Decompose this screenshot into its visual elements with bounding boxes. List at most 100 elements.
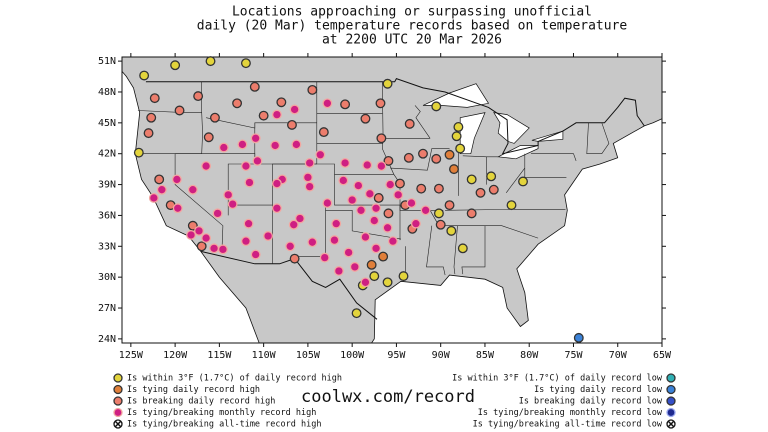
state-border: [462, 155, 499, 158]
station-marker: [186, 230, 196, 240]
station-marker: [444, 149, 455, 160]
station-marker: [148, 192, 159, 203]
station-marker: [360, 232, 371, 242]
station-marker: [240, 236, 251, 247]
station-marker: [203, 132, 214, 143]
station-marker: [146, 112, 157, 123]
station-marker: [506, 200, 517, 211]
station-marker: [196, 241, 207, 252]
x-tick-label: 90W: [432, 350, 451, 361]
station-marker: [343, 247, 354, 258]
station-marker: [223, 189, 234, 200]
station-marker: [271, 178, 282, 189]
station-marker: [488, 184, 499, 195]
state-border: [531, 153, 577, 162]
station-marker: [360, 277, 371, 288]
station-marker: [383, 155, 394, 166]
station-marker: [240, 58, 251, 69]
station-marker: [387, 236, 398, 247]
station-marker: [249, 81, 260, 92]
station-marker: [393, 189, 404, 200]
station-marker: [444, 200, 455, 211]
station-marker: [340, 158, 351, 168]
station-marker: [294, 213, 305, 224]
station-marker: [340, 99, 351, 110]
station-marker: [435, 219, 446, 230]
station-marker: [366, 259, 377, 270]
station-marker: [240, 161, 251, 172]
station-marker: [382, 222, 393, 233]
station-marker: [373, 192, 384, 203]
legend-label: Is breaking daily record high: [127, 397, 275, 407]
station-marker: [451, 131, 462, 142]
station-marker: [347, 195, 358, 205]
station-marker: [237, 139, 248, 150]
station-marker: [287, 119, 297, 130]
station-marker: [376, 161, 387, 172]
station-marker: [171, 174, 182, 185]
station-marker: [376, 133, 387, 144]
station-marker: [360, 113, 371, 124]
station-marker: [475, 187, 486, 198]
legend-label: Is tying/breaking monthly record low: [478, 408, 663, 418]
station-marker: [194, 225, 204, 236]
station-marker: [304, 181, 315, 192]
map-frame: [121, 56, 663, 344]
station-marker: [154, 174, 165, 185]
station-marker: [170, 60, 181, 71]
station-marker: [406, 198, 417, 209]
station-marker: [446, 225, 457, 236]
station-marker: [364, 188, 375, 199]
station-marker: [205, 56, 216, 67]
station-marker: [243, 218, 254, 229]
title-block: Locations approaching or surpassing unof…: [197, 5, 628, 48]
x-tick-label: 110W: [252, 350, 277, 361]
x-tick-label: 115W: [207, 350, 232, 361]
station-marker: [276, 97, 287, 108]
station-marker: [416, 183, 427, 194]
station-marker: [156, 184, 167, 195]
station-marker: [322, 198, 333, 209]
station-marker: [307, 84, 318, 95]
station-marker: [398, 271, 409, 282]
legend-label: Is tying/breaking all-time record low: [473, 420, 663, 430]
x-tick-label: 80W: [520, 350, 539, 361]
title-line: at 2200 UTC 20 Mar 2026: [322, 33, 502, 48]
station-marker: [349, 261, 360, 272]
legend-marker: [113, 407, 123, 418]
station-marker: [433, 208, 444, 219]
y-tick-label: 42N: [98, 149, 116, 160]
legend-label: Is breaking daily record low: [519, 397, 663, 407]
x-tick-label: 105W: [296, 350, 321, 361]
state-border: [414, 105, 431, 139]
state-border: [453, 225, 458, 275]
state-border: [390, 148, 450, 171]
station-marker: [139, 70, 150, 81]
station-marker: [573, 332, 584, 343]
x-tick-label: 125W: [119, 350, 144, 361]
station-marker: [331, 218, 342, 229]
station-marker: [319, 252, 330, 263]
station-marker: [382, 78, 393, 89]
station-marker: [271, 203, 282, 214]
station-marker: [250, 133, 261, 144]
station-marker: [518, 176, 528, 187]
y-tick-label: 51N: [98, 56, 116, 67]
station-marker: [351, 308, 362, 319]
station-marker: [403, 152, 414, 163]
station-marker: [466, 174, 477, 185]
station-marker: [453, 122, 464, 132]
station-marker: [270, 140, 281, 151]
station-marker: [329, 235, 340, 246]
y-tick-label: 30N: [98, 272, 116, 283]
station-marker: [209, 243, 220, 254]
state-border: [206, 117, 317, 129]
station-marker: [356, 205, 366, 216]
lake: [497, 145, 539, 160]
legend-x: [667, 420, 675, 428]
station-marker: [322, 98, 333, 109]
legend-label: Is within 3°F (1.7°C) of daily record lo…: [452, 374, 663, 384]
station-marker: [455, 143, 466, 154]
station-marker: [382, 277, 393, 288]
